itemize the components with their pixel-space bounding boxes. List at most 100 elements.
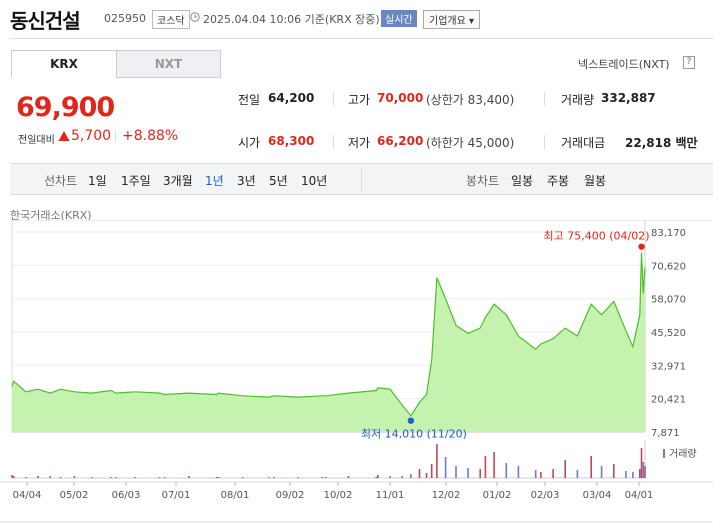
candle-daily[interactable]: 일봉 <box>511 174 534 188</box>
stat-value-low: 66,200 <box>377 134 424 148</box>
x-tick-label: 03/04 <box>583 490 612 501</box>
period-3y[interactable]: 3년 <box>237 174 256 188</box>
volume-bar <box>625 471 627 478</box>
x-tick-label: 06/03 <box>112 490 141 501</box>
volume-bar <box>576 470 579 478</box>
x-tick-label: 09/02 <box>276 490 305 501</box>
volume-bar <box>410 474 412 478</box>
y-tick-label: 83,170 <box>651 228 686 239</box>
y-tick-label: 45,520 <box>651 328 686 339</box>
high-label: 최고 75,400 (04/02) <box>544 230 650 243</box>
volume-bar <box>389 476 391 478</box>
y-tick-label: 70,620 <box>651 261 686 272</box>
volume-bar <box>11 475 13 478</box>
volume-legend-swatch <box>663 449 665 458</box>
volume-bar <box>59 477 62 478</box>
x-tick-label: 12/02 <box>432 490 461 501</box>
volume-bar <box>455 466 457 478</box>
volume-bar <box>12 476 15 478</box>
chart-exchange-label: 한국거래소(KRX) <box>10 209 92 222</box>
x-tick-label: 04/01 <box>625 490 654 501</box>
quote-datetime: 2025.04.04 10:06 기준(KRX 장중) <box>203 13 380 26</box>
volume-bar <box>401 476 403 478</box>
x-tick-label: 11/01 <box>376 490 405 501</box>
stat-label-low: 저가 <box>348 136 371 150</box>
volume-bar <box>564 460 566 478</box>
volume-bar <box>273 477 275 478</box>
clock-icon <box>190 12 200 22</box>
tab-krx[interactable]: KRX <box>11 50 117 77</box>
volume-bar <box>467 468 469 478</box>
stock-code: 025950 <box>104 12 146 25</box>
volume-bar <box>49 476 51 478</box>
tab-nxt[interactable]: NXT <box>116 50 221 78</box>
market-badge: 코스닥 <box>152 10 190 29</box>
period-5y[interactable]: 5년 <box>269 174 288 188</box>
candle-chart-label: 봉차트 <box>466 174 500 188</box>
x-tick-label: 05/02 <box>60 490 89 501</box>
nextrade-link[interactable]: 넥스트레이드(NXT) <box>578 58 670 71</box>
upper-limit: (상한가 83,400) <box>426 93 515 107</box>
stat-value-open: 68,300 <box>268 134 315 148</box>
x-tick-label: 01/02 <box>483 490 512 501</box>
volume-bar <box>188 476 190 478</box>
volume-bar <box>375 477 377 478</box>
volume-bar <box>134 477 136 478</box>
volume-bar <box>517 466 520 478</box>
volume-bar <box>590 456 592 478</box>
price-line <box>11 252 646 417</box>
period-1d[interactable]: 1일 <box>88 174 107 188</box>
volume-bar <box>347 476 350 478</box>
volume-bar <box>540 472 542 478</box>
price-chart[interactable]: 83,170 70,620 58,070 45,520 32,971 20,421 7,87… <box>0 220 713 525</box>
candle-weekly[interactable]: 주봉 <box>547 174 570 188</box>
volume-bar <box>73 476 76 478</box>
volume-bar <box>444 457 447 478</box>
volume-bar <box>115 477 117 478</box>
y-tick-label: 32,971 <box>651 361 686 372</box>
stat-divider <box>544 92 545 106</box>
x-tick-label: 08/01 <box>221 490 250 501</box>
volume-bar <box>642 462 645 478</box>
volume-bar <box>484 456 487 478</box>
volume-bar <box>479 469 481 478</box>
y-tick-label: 58,070 <box>651 295 686 306</box>
change-divider <box>115 130 116 142</box>
period-1w[interactable]: 1주일 <box>121 174 151 188</box>
stat-label-volume: 거래량 <box>561 93 595 107</box>
volume-bar <box>215 477 218 478</box>
price-change: 5,700 <box>71 128 112 144</box>
volume-bar <box>163 477 166 478</box>
low-label: 최저 14,010 (11/20) <box>361 428 467 441</box>
high-marker <box>638 243 645 250</box>
change-rate: +8.88% <box>122 128 179 144</box>
period-10y[interactable]: 10년 <box>301 174 328 188</box>
company-overview-button[interactable]: 기업개요 ▾ <box>423 10 480 29</box>
volume-bar <box>644 466 646 478</box>
help-icon[interactable]: ? <box>683 56 695 69</box>
volume-bar <box>418 469 421 478</box>
header-divider <box>10 38 713 39</box>
volume-bar <box>297 477 299 478</box>
period-3m[interactable]: 3개월 <box>163 174 193 188</box>
volume-bar <box>600 466 603 478</box>
stat-value-volume: 332,887 <box>601 91 656 105</box>
x-tick-label: 02/03 <box>531 490 560 501</box>
volume-bar <box>37 476 39 478</box>
volume-bar <box>505 463 508 478</box>
x-tick-label: 04/04 <box>13 490 42 501</box>
stat-divider <box>544 135 545 149</box>
volume-bar <box>321 477 324 478</box>
price-area <box>12 252 645 432</box>
candle-monthly[interactable]: 월봉 <box>584 174 607 188</box>
volume-bar <box>430 464 433 478</box>
x-tick-label: 10/02 <box>324 490 353 501</box>
stat-divider <box>333 92 334 106</box>
period-1y[interactable]: 1년 <box>205 174 224 188</box>
volume-bar <box>613 464 615 478</box>
y-tick-label: 20,421 <box>651 395 686 406</box>
lower-limit: (하한가 45,000) <box>426 136 515 150</box>
live-badge[interactable]: 실시간 <box>381 10 417 27</box>
stock-name: 동신건설 <box>10 9 81 33</box>
volume-bar <box>534 470 537 478</box>
